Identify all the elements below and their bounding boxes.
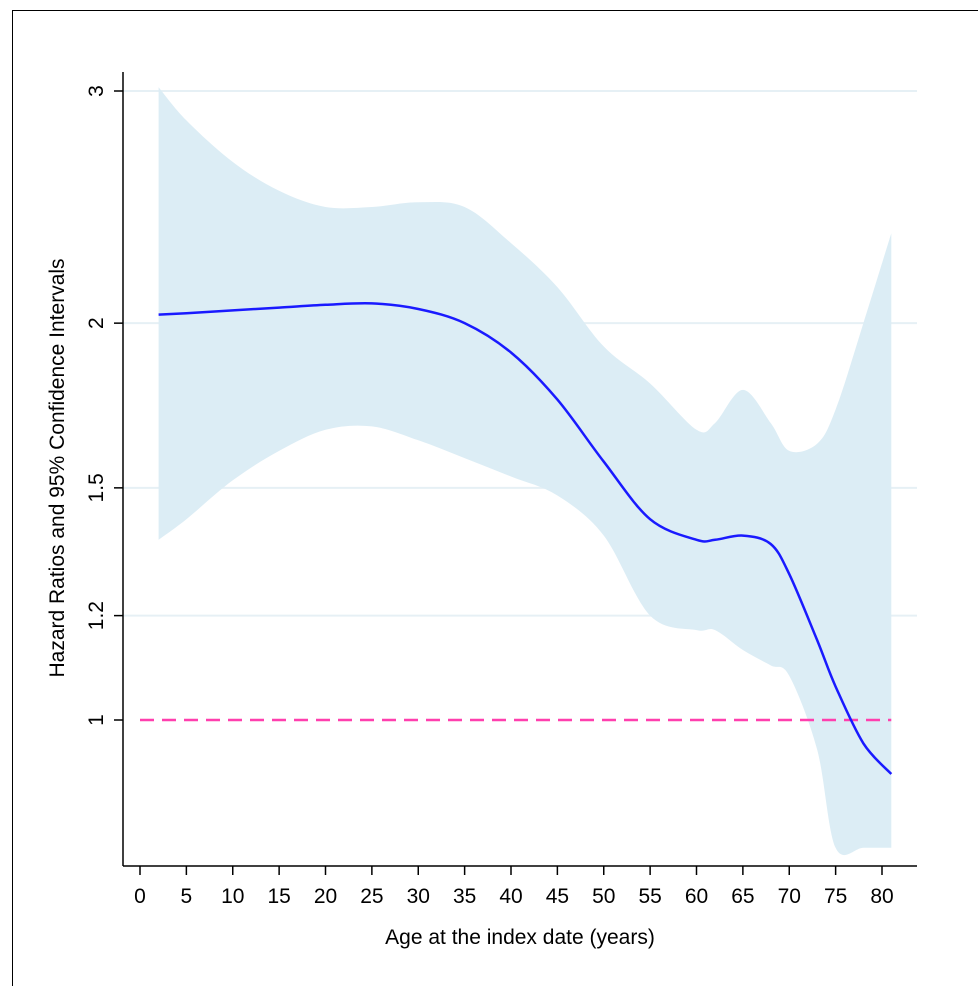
x-tick-label-1: 5 xyxy=(181,885,193,908)
x-tick-label-3: 15 xyxy=(267,885,290,908)
x-tick-label-13: 65 xyxy=(731,885,754,908)
y-tick-label-0: 1 xyxy=(85,714,108,726)
x-tick-label-10: 50 xyxy=(592,885,615,908)
x-tick-label-4: 20 xyxy=(314,885,337,908)
x-tick-label-14: 70 xyxy=(778,885,801,908)
y-tick-label-4: 3 xyxy=(85,85,108,97)
x-tick-label-12: 60 xyxy=(685,885,708,908)
x-ticks: 0 5 10 15 20 25 30 35 40 45 50 55 60 65 70 75 80 xyxy=(134,866,894,908)
figure-frame xyxy=(12,10,978,986)
x-tick-label-9: 45 xyxy=(546,885,569,908)
y-ticks: 1 1.2 1.5 2 3 xyxy=(85,85,123,726)
x-tick-label-11: 55 xyxy=(638,885,661,908)
x-tick-label-2: 10 xyxy=(221,885,244,908)
y-axis-title: Hazard Ratios and 95% Confidence Interva… xyxy=(46,258,69,677)
x-axis-title: Age at the index date (years) xyxy=(385,926,655,949)
x-tick-label-15: 75 xyxy=(824,885,847,908)
x-tick-label-7: 35 xyxy=(453,885,476,908)
y-tick-label-1: 1.2 xyxy=(85,601,108,630)
x-tick-label-0: 0 xyxy=(134,885,146,908)
x-tick-label-6: 30 xyxy=(407,885,430,908)
y-tick-label-3: 2 xyxy=(85,317,108,329)
confidence-band xyxy=(158,87,892,856)
y-tick-label-2: 1.5 xyxy=(85,473,108,502)
x-tick-label-8: 40 xyxy=(499,885,522,908)
hazard-ratio-line xyxy=(158,302,893,775)
x-tick-label-5: 25 xyxy=(360,885,383,908)
x-tick-label-16: 80 xyxy=(870,885,893,908)
